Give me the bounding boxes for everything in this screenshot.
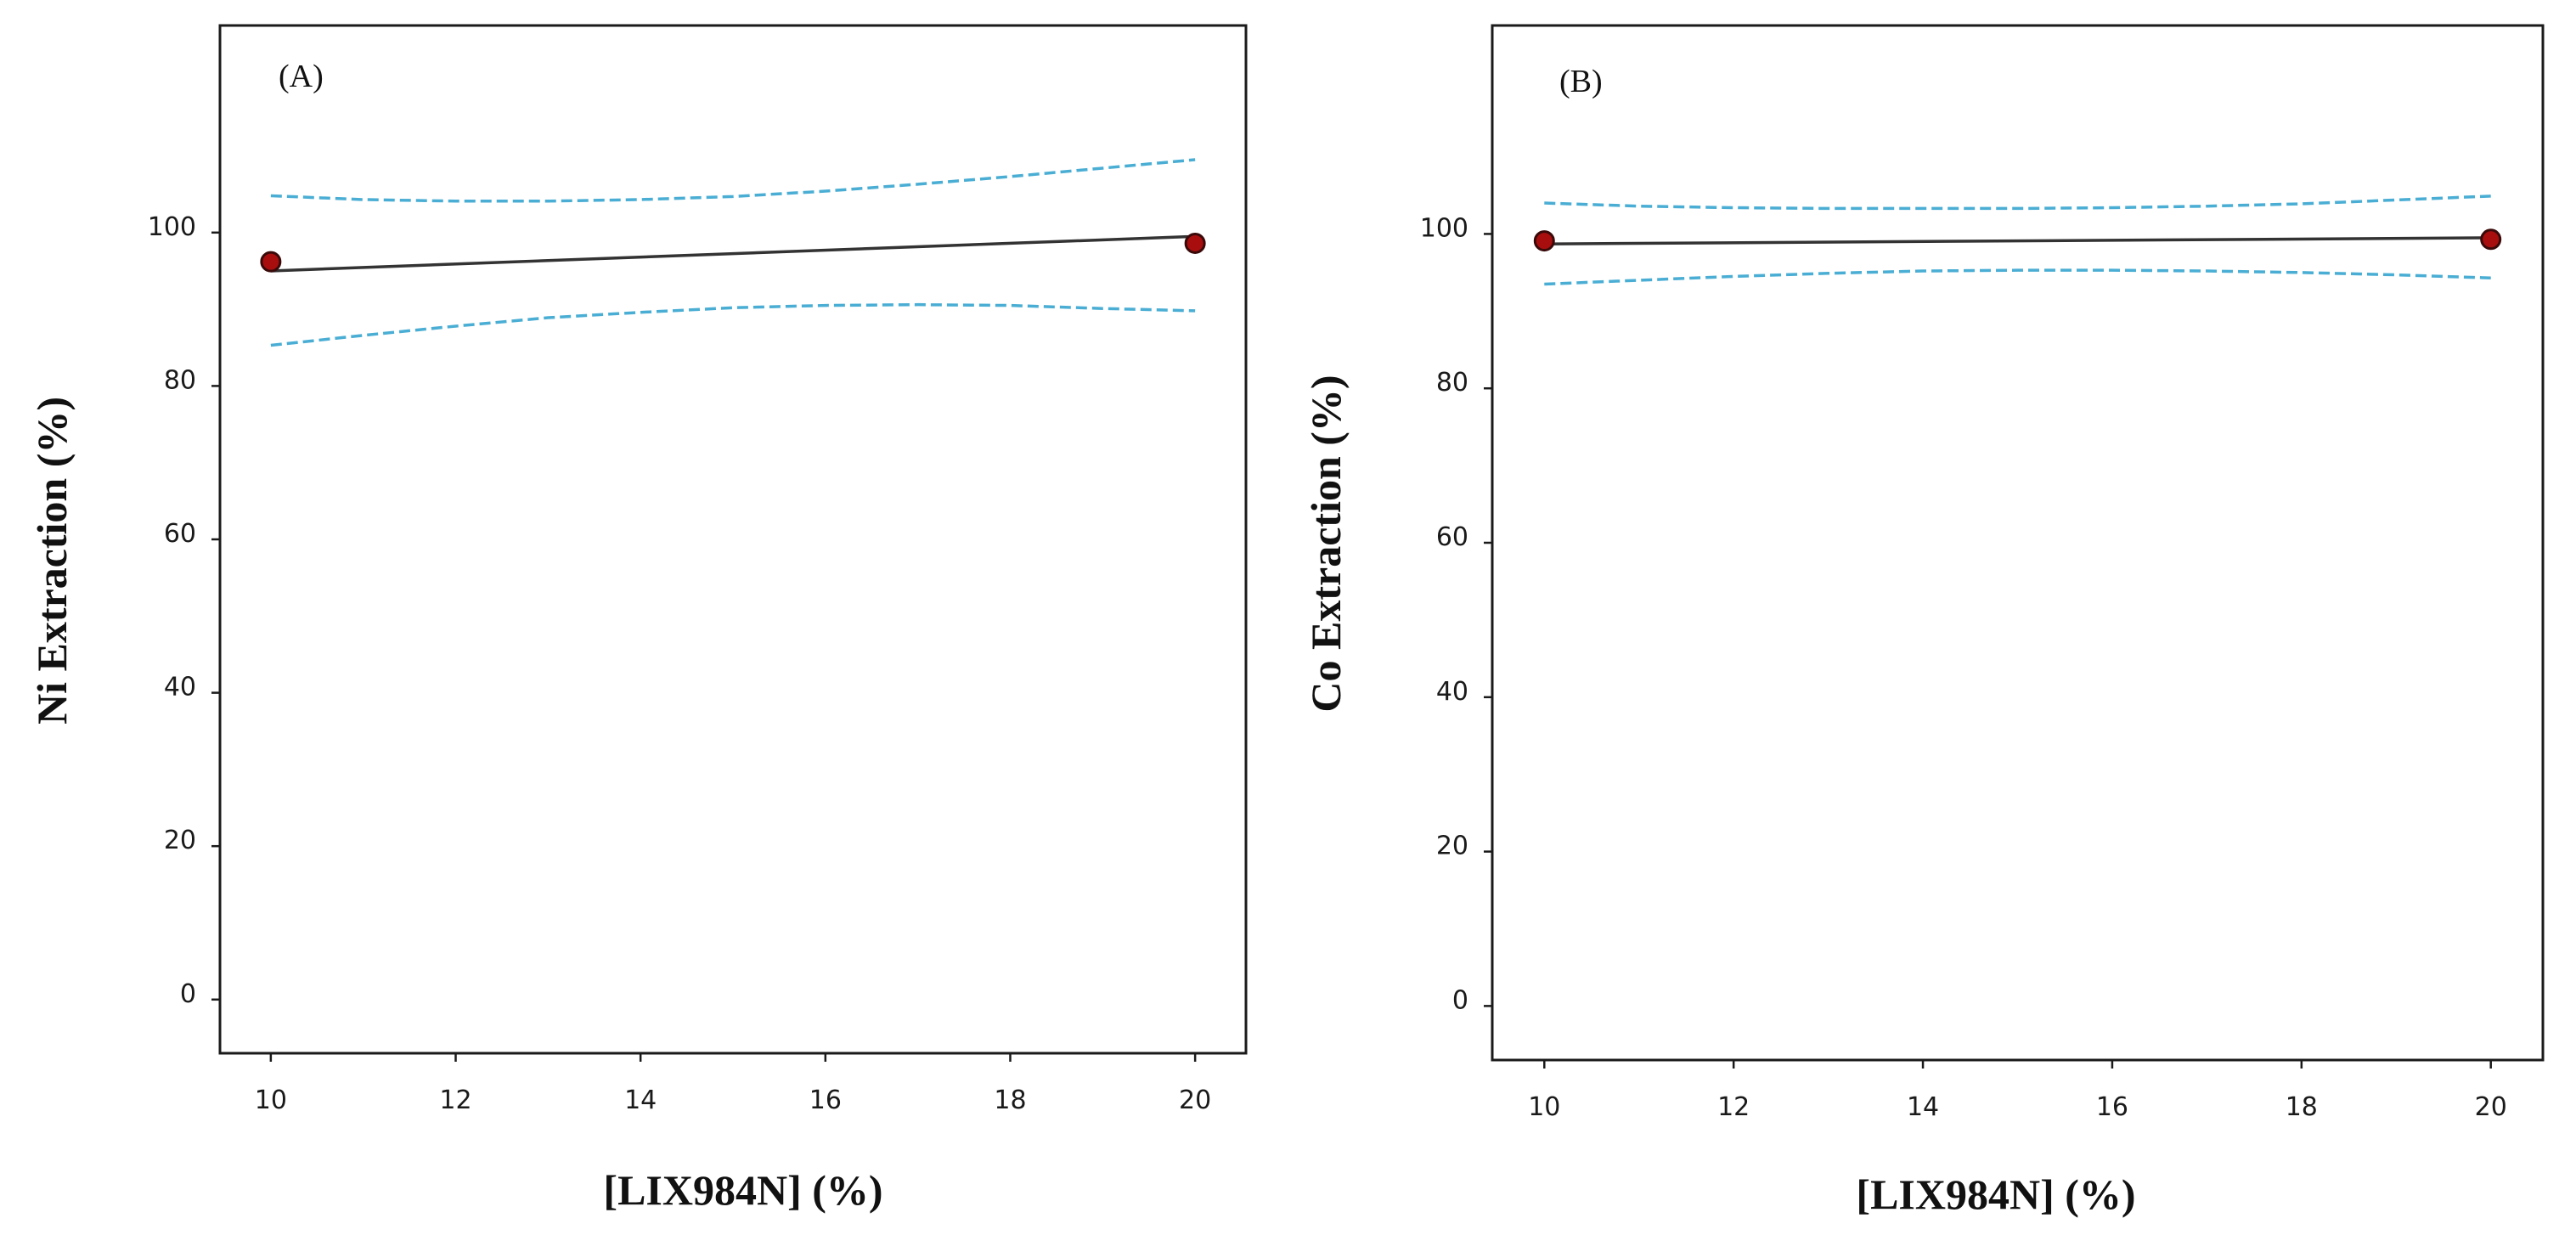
chart-panel-co: (B) 0 20 40 60 80 100 10 12 14 16 18 20 Co Extract…	[1302, 24, 2545, 1218]
upper-ci-line	[270, 158, 1196, 203]
panel-label: (B)	[1559, 64, 1603, 99]
x-tick-label: 14	[1907, 1092, 1939, 1122]
data-point	[1533, 230, 1555, 252]
chart-panel-ni: (A) 0 20 40 60 80 100 10 12 14 16 18 20 Ni Extract…	[28, 24, 1248, 1214]
x-tick-label: 20	[2475, 1092, 2507, 1122]
y-tick-label: 100	[1420, 213, 1468, 243]
x-tick-label: 16	[809, 1086, 842, 1115]
y-tick-label: 60	[164, 519, 196, 549]
y-axis-title: Co Extraction (%)	[1302, 375, 1350, 712]
x-tick-label: 14	[624, 1086, 657, 1115]
y-tick-label: 100	[148, 212, 196, 242]
y-axis-title: Ni Extraction (%)	[28, 397, 76, 725]
series-layer	[1533, 195, 2502, 286]
y-tick-label: 0	[180, 979, 196, 1009]
x-tick-label: 12	[1717, 1092, 1750, 1122]
x-axis-title: [LIX984N] (%)	[1856, 1170, 2135, 1218]
lower-ci-line	[1544, 268, 2491, 286]
y-tick-label: 20	[1436, 832, 1468, 861]
x-tick-label: 10	[255, 1086, 287, 1115]
panel-label: (A)	[279, 59, 324, 94]
x-tick-label: 18	[2286, 1092, 2318, 1122]
y-tick-label: 40	[164, 673, 196, 702]
x-axis-ticks: 10 12 14 16 18 20	[1528, 1060, 2507, 1122]
data-point	[1184, 232, 1206, 254]
y-tick-label: 60	[1436, 522, 1468, 552]
data-point	[2480, 228, 2502, 251]
y-axis-ticks: 0 20 40 60 80 100	[1420, 213, 1492, 1015]
data-point	[260, 251, 282, 273]
plot-frame	[218, 24, 1248, 1055]
y-tick-label: 40	[1436, 677, 1468, 707]
y-tick-label: 0	[1452, 985, 1468, 1015]
lower-ci-line	[270, 302, 1196, 347]
y-axis-ticks: 0 20 40 60 80 100	[148, 212, 220, 1009]
predicted-line	[270, 234, 1196, 273]
x-tick-label: 18	[994, 1086, 1026, 1115]
x-tick-label: 16	[2096, 1092, 2128, 1122]
y-tick-label: 20	[164, 826, 196, 855]
x-tick-label: 10	[1528, 1092, 1560, 1122]
y-tick-label: 80	[1436, 368, 1468, 398]
x-tick-label: 20	[1179, 1086, 1211, 1115]
plot-frame	[1491, 24, 2545, 1062]
x-axis-title: [LIX984N] (%)	[603, 1166, 882, 1214]
x-tick-label: 12	[439, 1086, 471, 1115]
x-axis-ticks: 10 12 14 16 18 20	[255, 1053, 1211, 1115]
y-tick-label: 80	[164, 365, 196, 395]
upper-ci-line	[1544, 195, 2491, 211]
series-layer	[260, 158, 1206, 347]
predicted-line	[1544, 236, 2491, 245]
